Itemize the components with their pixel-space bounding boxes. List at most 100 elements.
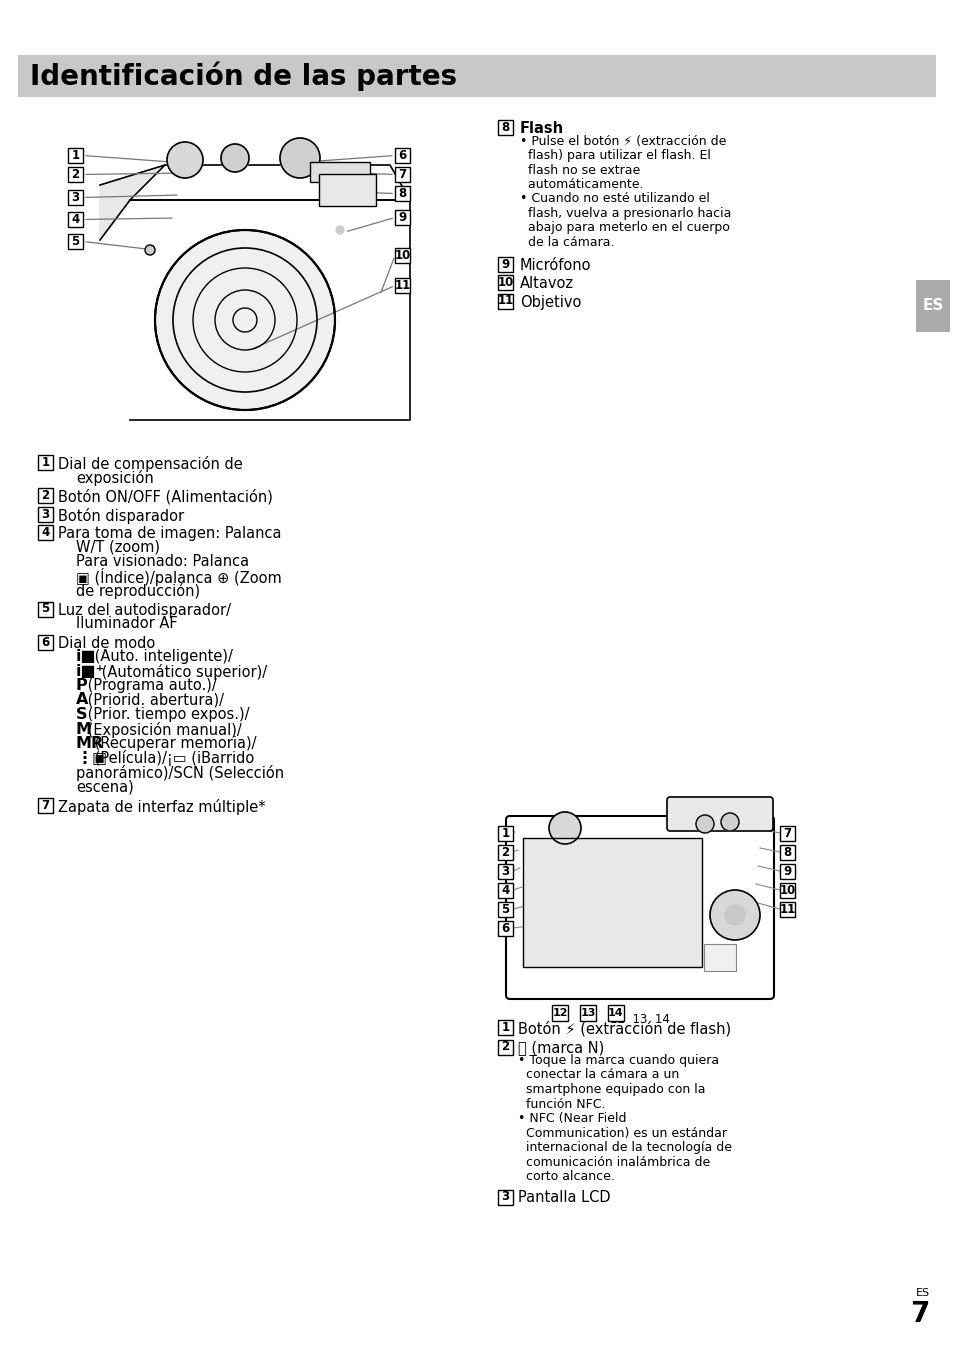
Text: 5: 5 [501, 902, 509, 916]
Circle shape [724, 905, 744, 925]
Text: 3: 3 [71, 191, 79, 204]
Text: 1: 1 [501, 827, 509, 841]
FancyBboxPatch shape [497, 257, 513, 272]
Text: 13: 13 [579, 1007, 595, 1018]
Text: ES: ES [922, 299, 943, 313]
FancyBboxPatch shape [395, 186, 410, 200]
Text: 3: 3 [501, 865, 509, 878]
Text: 5: 5 [41, 603, 50, 616]
Text: 6: 6 [41, 635, 50, 648]
Text: 4: 4 [71, 213, 79, 226]
Text: 12  13  14: 12 13 14 [609, 1013, 669, 1026]
Text: smartphone equipado con la: smartphone equipado con la [517, 1083, 705, 1096]
FancyBboxPatch shape [18, 55, 935, 97]
Text: Ⓝ (marca N): Ⓝ (marca N) [517, 1041, 603, 1056]
FancyBboxPatch shape [915, 280, 949, 332]
Polygon shape [130, 200, 410, 420]
Text: Dial de modo: Dial de modo [58, 635, 155, 651]
Text: Iluminador AF: Iluminador AF [76, 616, 177, 631]
Text: 8: 8 [782, 846, 791, 859]
Text: (Recuperar memoria)/: (Recuperar memoria)/ [90, 736, 256, 751]
Text: Altavoz: Altavoz [519, 276, 574, 291]
Text: (Prior. tiempo expos.)/: (Prior. tiempo expos.)/ [83, 707, 250, 722]
Text: i■: i■ [76, 650, 96, 664]
Text: 11: 11 [497, 295, 513, 308]
Text: W/T (zoom): W/T (zoom) [76, 539, 160, 554]
FancyBboxPatch shape [38, 488, 53, 503]
Text: flash) para utilizar el flash. El: flash) para utilizar el flash. El [519, 149, 710, 161]
Circle shape [154, 230, 335, 410]
FancyBboxPatch shape [497, 1040, 513, 1054]
FancyBboxPatch shape [68, 148, 83, 163]
FancyBboxPatch shape [780, 826, 794, 841]
Text: Para visionado: Palanca: Para visionado: Palanca [76, 554, 249, 569]
Text: 3: 3 [41, 507, 50, 521]
FancyBboxPatch shape [38, 507, 53, 522]
FancyBboxPatch shape [395, 247, 410, 264]
Text: 8: 8 [501, 121, 509, 134]
FancyBboxPatch shape [780, 863, 794, 880]
Text: 2: 2 [41, 490, 50, 502]
Text: • Toque la marca cuando quiera: • Toque la marca cuando quiera [517, 1054, 719, 1067]
Text: ▣ (Índice)/palanca ⊕ (Zoom: ▣ (Índice)/palanca ⊕ (Zoom [76, 569, 281, 586]
Circle shape [145, 245, 154, 256]
Text: S: S [76, 707, 88, 722]
Text: 2: 2 [501, 1041, 509, 1053]
Text: internacional de la tecnología de: internacional de la tecnología de [517, 1141, 731, 1154]
FancyBboxPatch shape [780, 902, 794, 917]
FancyBboxPatch shape [497, 921, 513, 936]
FancyBboxPatch shape [497, 884, 513, 898]
FancyBboxPatch shape [522, 838, 701, 967]
FancyBboxPatch shape [780, 884, 794, 898]
FancyBboxPatch shape [38, 798, 53, 812]
Text: Botón ON/OFF (Alimentación): Botón ON/OFF (Alimentación) [58, 490, 273, 504]
Text: de la cámara.: de la cámara. [519, 235, 614, 249]
FancyBboxPatch shape [607, 1005, 623, 1021]
Text: 1: 1 [71, 149, 79, 161]
Text: flash no se extrae: flash no se extrae [519, 164, 639, 176]
FancyBboxPatch shape [38, 635, 53, 650]
FancyBboxPatch shape [780, 845, 794, 859]
Text: 7: 7 [41, 799, 50, 812]
Text: comunicación inalámbrica de: comunicación inalámbrica de [517, 1155, 709, 1169]
Text: 11: 11 [779, 902, 795, 916]
Text: (Auto. inteligente)/: (Auto. inteligente)/ [90, 650, 233, 664]
Text: 12: 12 [552, 1007, 567, 1018]
FancyBboxPatch shape [497, 845, 513, 859]
FancyBboxPatch shape [68, 234, 83, 249]
Text: 1: 1 [41, 456, 50, 469]
Text: flash, vuelva a presionarlo hacia: flash, vuelva a presionarlo hacia [519, 207, 731, 221]
FancyBboxPatch shape [579, 1005, 596, 1021]
Text: i■⁺: i■⁺ [76, 663, 105, 678]
Circle shape [280, 139, 319, 178]
Text: 11: 11 [394, 278, 410, 292]
FancyBboxPatch shape [310, 161, 370, 182]
Text: 9: 9 [782, 865, 791, 878]
Text: 6: 6 [501, 923, 509, 935]
FancyBboxPatch shape [395, 278, 410, 293]
Text: A: A [76, 693, 89, 707]
Text: 8: 8 [398, 187, 406, 200]
Text: Para toma de imagen: Palanca: Para toma de imagen: Palanca [58, 526, 281, 541]
Text: Pantalla LCD: Pantalla LCD [517, 1190, 610, 1205]
FancyBboxPatch shape [395, 210, 410, 225]
FancyBboxPatch shape [497, 1020, 513, 1036]
Text: Zapata de interfaz múltiple*: Zapata de interfaz múltiple* [58, 799, 265, 815]
Polygon shape [100, 165, 165, 239]
Polygon shape [130, 165, 410, 200]
Circle shape [709, 890, 760, 940]
FancyBboxPatch shape [497, 902, 513, 917]
Text: panorámico)/SCN (Selección: panorámico)/SCN (Selección [76, 765, 284, 781]
Text: 7: 7 [782, 827, 791, 841]
Text: 2: 2 [71, 168, 79, 182]
Text: • Cuando no esté utilizando el: • Cuando no esté utilizando el [519, 192, 709, 206]
Text: MR: MR [76, 736, 104, 751]
Text: (Película)/¡▭ (iBarrido: (Película)/¡▭ (iBarrido [90, 751, 254, 767]
Text: (Priorid. abertura)/: (Priorid. abertura)/ [83, 693, 224, 707]
Circle shape [167, 143, 203, 178]
Text: 9: 9 [398, 211, 406, 225]
Text: exposición: exposición [76, 469, 153, 486]
Text: 7: 7 [910, 1301, 929, 1328]
Text: 3: 3 [501, 1190, 509, 1204]
FancyBboxPatch shape [318, 174, 375, 206]
